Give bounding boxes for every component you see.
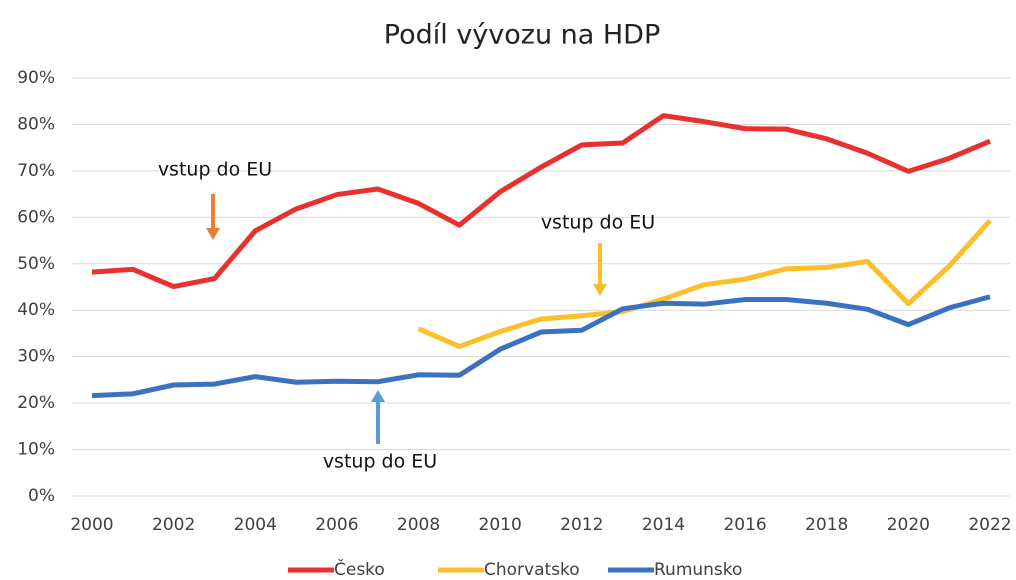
x-tick-label: 2004: [234, 515, 277, 535]
y-tick-label: 60%: [17, 207, 55, 227]
line-series: [91, 294, 991, 399]
x-tick-label: 2012: [560, 515, 603, 535]
annotation: vstup do EU: [541, 212, 655, 234]
y-tick-label: 80%: [17, 114, 55, 134]
y-tick-label: 40%: [17, 300, 55, 320]
y-tick-label: 20%: [17, 393, 55, 413]
annotation-arrowhead: [206, 228, 220, 240]
x-tick-label: 2014: [642, 515, 685, 535]
y-tick-label: 30%: [17, 347, 55, 367]
y-tick-label: 70%: [17, 161, 55, 181]
annotation: vstup do EU: [323, 451, 437, 473]
line-series: [417, 218, 992, 349]
legend-label: Česko: [334, 558, 385, 580]
y-tick-label: 0%: [28, 486, 55, 506]
x-tick-label: 2018: [805, 515, 848, 535]
annotation-arrowhead: [371, 390, 385, 402]
y-tick-label: 90%: [17, 68, 55, 88]
x-tick-label: 2000: [70, 515, 113, 535]
x-tick-label: 2016: [723, 515, 766, 535]
chart-title: Podíl vývozu na HDP: [384, 20, 661, 51]
y-tick-label: 10%: [17, 440, 55, 460]
x-tick-label: 2010: [479, 515, 522, 535]
x-tick-label: 2008: [397, 515, 440, 535]
legend-label: Rumunsko: [654, 560, 742, 580]
x-tick-label: 2020: [887, 515, 930, 535]
y-tick-label: 50%: [17, 254, 55, 274]
x-tick-label: 2022: [968, 515, 1011, 535]
x-tick-label: 2002: [152, 515, 195, 535]
annotation-arrowhead: [593, 284, 607, 296]
x-tick-label: 2006: [315, 515, 358, 535]
line-series: [91, 113, 991, 290]
legend-label: Chorvatsko: [484, 560, 580, 580]
annotation: vstup do EU: [158, 159, 272, 181]
